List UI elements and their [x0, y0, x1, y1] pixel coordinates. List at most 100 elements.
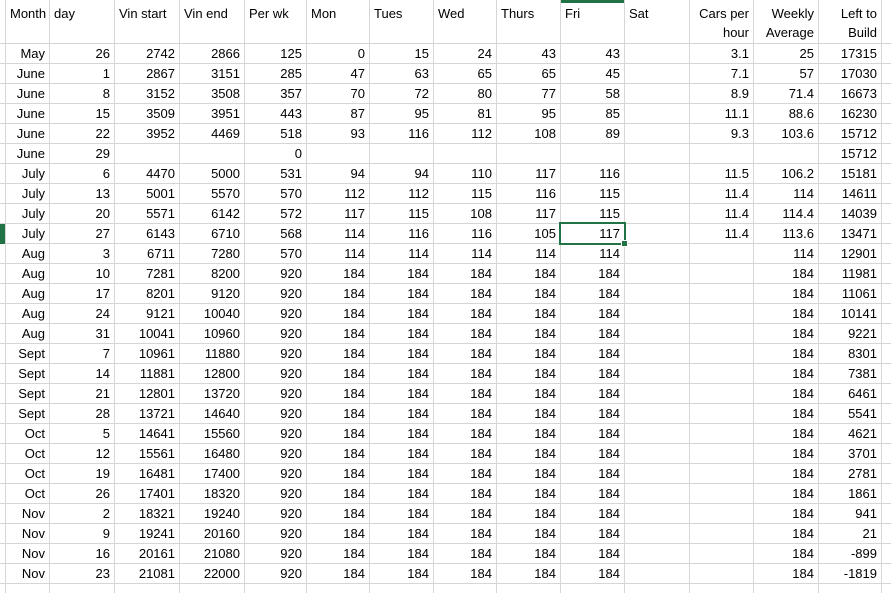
cell-cars_per_hour[interactable]: 11.1: [690, 104, 754, 123]
cell-month[interactable]: July: [6, 224, 50, 243]
cell-thurs[interactable]: 184: [497, 564, 561, 583]
cell-tues[interactable]: 116: [370, 224, 434, 243]
cell-day[interactable]: 17: [50, 284, 115, 303]
cell-vin_end[interactable]: 5000: [180, 164, 245, 183]
column-header-tues[interactable]: Tues: [370, 0, 434, 43]
cell-vin_start[interactable]: 5001: [115, 184, 180, 203]
cell-wed[interactable]: 184: [434, 304, 497, 323]
cell-month[interactable]: Aug: [6, 264, 50, 283]
cell-sat[interactable]: [625, 124, 690, 143]
cell-per_wk[interactable]: 285: [245, 64, 307, 83]
cell-vin_end[interactable]: 7280: [180, 244, 245, 263]
cell-sat[interactable]: [625, 84, 690, 103]
cell-left_to_build[interactable]: 10141: [819, 304, 882, 323]
cell-weekly_average[interactable]: 184: [754, 384, 819, 403]
cell-sat[interactable]: [625, 44, 690, 63]
cell-cars_per_hour[interactable]: [690, 564, 754, 583]
cell-cars_per_hour[interactable]: [690, 484, 754, 503]
cell-mon[interactable]: 184: [307, 264, 370, 283]
cell-cars_per_hour[interactable]: 7.1: [690, 64, 754, 83]
cell-tues[interactable]: 72: [370, 84, 434, 103]
cell-vin_start[interactable]: 21081: [115, 564, 180, 583]
empty-cell[interactable]: [754, 584, 819, 593]
cell-per_wk[interactable]: 920: [245, 524, 307, 543]
cell-day[interactable]: 15: [50, 104, 115, 123]
cell-tues[interactable]: 184: [370, 464, 434, 483]
cell-month[interactable]: June: [6, 64, 50, 83]
cell-mon[interactable]: 184: [307, 344, 370, 363]
cell-month[interactable]: June: [6, 84, 50, 103]
cell-month[interactable]: Sept: [6, 344, 50, 363]
cell-wed[interactable]: 24: [434, 44, 497, 63]
cell-day[interactable]: 24: [50, 304, 115, 323]
column-header-per_wk[interactable]: Per wk: [245, 0, 307, 43]
cell-tues[interactable]: 184: [370, 404, 434, 423]
cell-thurs[interactable]: 184: [497, 364, 561, 383]
cell-month[interactable]: Aug: [6, 284, 50, 303]
cell-tues[interactable]: 184: [370, 444, 434, 463]
cell-vin_start[interactable]: 2742: [115, 44, 180, 63]
cell-fri[interactable]: 45: [561, 64, 625, 83]
cell-left_to_build[interactable]: 9221: [819, 324, 882, 343]
cell-tues[interactable]: 184: [370, 524, 434, 543]
cell-left_to_build[interactable]: 3701: [819, 444, 882, 463]
cell-tues[interactable]: 184: [370, 284, 434, 303]
cell-vin_start[interactable]: 13721: [115, 404, 180, 423]
cell-fri[interactable]: 114: [561, 244, 625, 263]
cell-per_wk[interactable]: 920: [245, 464, 307, 483]
cell-left_to_build[interactable]: 11061: [819, 284, 882, 303]
cell-thurs[interactable]: 184: [497, 444, 561, 463]
cell-thurs[interactable]: 184: [497, 404, 561, 423]
empty-cell[interactable]: [561, 584, 625, 593]
cell-thurs[interactable]: 184: [497, 464, 561, 483]
cell-month[interactable]: Nov: [6, 564, 50, 583]
cell-left_to_build[interactable]: 16673: [819, 84, 882, 103]
cell-weekly_average[interactable]: 114.4: [754, 204, 819, 223]
cell-fri[interactable]: 184: [561, 444, 625, 463]
cell-cars_per_hour[interactable]: [690, 324, 754, 343]
cell-vin_end[interactable]: 20160: [180, 524, 245, 543]
cell-weekly_average[interactable]: 184: [754, 544, 819, 563]
cell-weekly_average[interactable]: 184: [754, 304, 819, 323]
cell-day[interactable]: 22: [50, 124, 115, 143]
cell-left_to_build[interactable]: 941: [819, 504, 882, 523]
cell-vin_start[interactable]: 5571: [115, 204, 180, 223]
cell-sat[interactable]: [625, 164, 690, 183]
cell-day[interactable]: 20: [50, 204, 115, 223]
cell-vin_start[interactable]: 20161: [115, 544, 180, 563]
cell-mon[interactable]: 93: [307, 124, 370, 143]
empty-cell[interactable]: [497, 584, 561, 593]
cell-vin_end[interactable]: 21080: [180, 544, 245, 563]
cell-vin_start[interactable]: 10041: [115, 324, 180, 343]
cell-thurs[interactable]: 184: [497, 324, 561, 343]
cell-fri[interactable]: 184: [561, 504, 625, 523]
cell-vin_end[interactable]: 13720: [180, 384, 245, 403]
column-header-day[interactable]: day: [50, 0, 115, 43]
empty-cell[interactable]: [245, 584, 307, 593]
column-header-mon[interactable]: Mon: [307, 0, 370, 43]
cell-wed[interactable]: 184: [434, 464, 497, 483]
cell-per_wk[interactable]: 570: [245, 184, 307, 203]
cell-wed[interactable]: 65: [434, 64, 497, 83]
cell-weekly_average[interactable]: 184: [754, 424, 819, 443]
cell-vin_end[interactable]: 14640: [180, 404, 245, 423]
cell-wed[interactable]: 184: [434, 404, 497, 423]
cell-fri[interactable]: 184: [561, 284, 625, 303]
cell-wed[interactable]: 184: [434, 484, 497, 503]
cell-sat[interactable]: [625, 284, 690, 303]
cell-mon[interactable]: 184: [307, 544, 370, 563]
cell-vin_end[interactable]: 19240: [180, 504, 245, 523]
cell-cars_per_hour[interactable]: [690, 404, 754, 423]
cell-weekly_average[interactable]: 184: [754, 484, 819, 503]
cell-fri[interactable]: 116: [561, 164, 625, 183]
cell-tues[interactable]: 184: [370, 344, 434, 363]
cell-vin_start[interactable]: 2867: [115, 64, 180, 83]
cell-per_wk[interactable]: 920: [245, 364, 307, 383]
cell-thurs[interactable]: 114: [497, 244, 561, 263]
cell-mon[interactable]: 94: [307, 164, 370, 183]
cell-vin_end[interactable]: 17400: [180, 464, 245, 483]
cell-vin_end[interactable]: 10960: [180, 324, 245, 343]
cell-mon[interactable]: 184: [307, 404, 370, 423]
cell-wed[interactable]: 184: [434, 444, 497, 463]
cell-vin_start[interactable]: 6711: [115, 244, 180, 263]
